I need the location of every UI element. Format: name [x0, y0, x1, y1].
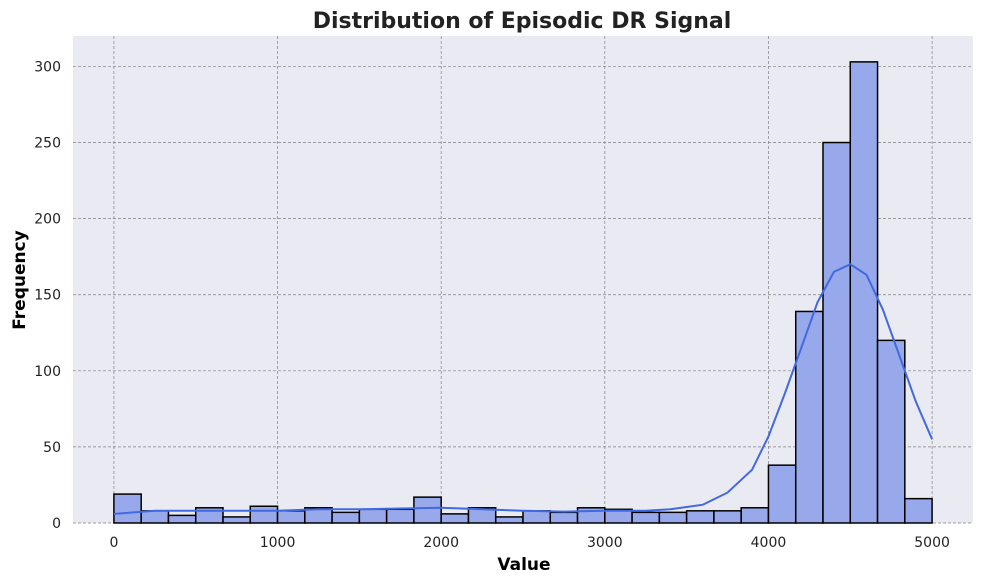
histogram-bar [249, 505, 279, 524]
y-axis-label: Frequency [10, 230, 30, 330]
x-axis-label: Value [497, 555, 550, 575]
histogram-bar [876, 339, 906, 524]
kde-curve [113, 263, 934, 515]
histogram-bar [167, 514, 197, 524]
histogram-bar [440, 513, 470, 524]
histogram-bar [822, 141, 852, 524]
x-tick-label: 2000 [423, 535, 459, 551]
x-tick-label: 1000 [260, 535, 296, 551]
histogram-bar [276, 510, 306, 524]
y-tick-label: 50 [43, 440, 61, 456]
histogram-bar [849, 61, 879, 524]
histogram-bar [631, 511, 661, 524]
y-tick-label: 0 [52, 516, 61, 532]
y-tick-label: 250 [34, 136, 61, 152]
histogram-bar [358, 508, 388, 524]
x-tick-labels: 0 1000 2000 3000 4000 5000 [109, 535, 949, 551]
histogram-bar [794, 310, 824, 524]
y-tick-label: 100 [34, 364, 61, 380]
histogram-bar [658, 511, 688, 524]
histogram-bar [494, 516, 524, 524]
histogram-bar [767, 464, 797, 524]
histogram-bar [140, 510, 170, 524]
histogram-bar [385, 508, 415, 524]
histogram-bar [413, 496, 442, 524]
y-tick-label: 200 [34, 212, 61, 228]
histogram-bar [904, 497, 933, 524]
histogram-bar [113, 493, 142, 524]
y-tick-label: 300 [34, 59, 61, 75]
histogram-bar [522, 510, 552, 524]
x-tick-label: 0 [109, 535, 118, 551]
x-tick-label: 4000 [751, 535, 787, 551]
histogram-bar [549, 511, 579, 524]
x-tick-label: 5000 [914, 535, 950, 551]
y-tick-label: 150 [34, 288, 61, 304]
chart-title: Distribution of Episodic DR Signal [313, 9, 732, 34]
y-tick-labels: 0 50 100 150 200 250 300 [34, 59, 61, 532]
histogram-bar [467, 507, 497, 524]
histogram-bar [740, 507, 770, 524]
histogram-bar [331, 511, 361, 524]
x-tick-label: 3000 [587, 535, 623, 551]
histogram-bar [222, 516, 252, 524]
histogram-bar [685, 510, 715, 524]
histogram-bar [713, 510, 742, 524]
histogram-bars [113, 61, 933, 524]
